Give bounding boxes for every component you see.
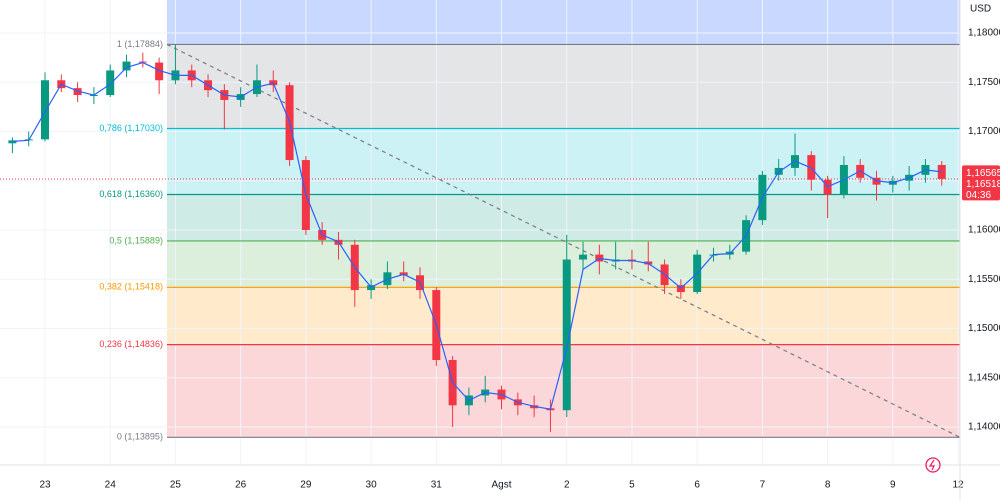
fib-label: 1 (1,17884) [117, 39, 163, 49]
fib-label: 0,236 (1,14836) [99, 339, 163, 349]
x-tick-label: 9 [890, 480, 896, 491]
moving-average [12, 61, 942, 410]
fib-label: 0,786 (1,17030) [99, 123, 163, 133]
y-tick-label: 1,17000 [968, 126, 1000, 137]
fib-label: 0 (1,13895) [117, 432, 163, 442]
x-tick-label: 29 [300, 480, 312, 491]
currency-label: USD [970, 4, 991, 15]
x-tick-label: 25 [170, 480, 182, 491]
candle-body [41, 80, 49, 140]
y-tick-label: 1,15500 [968, 274, 1000, 285]
trendline [166, 43, 961, 438]
y-tick-label: 1,14500 [968, 372, 1000, 383]
fib-band-above [166, 0, 960, 45]
y-tick-label: 1,15000 [968, 323, 1000, 334]
candle-body [106, 70, 115, 96]
x-tick-label: 5 [629, 480, 635, 491]
price-badge-label: 1,16565 [966, 168, 1000, 179]
x-tick-label: 24 [105, 480, 117, 491]
x-tick-label: Agst [492, 480, 512, 491]
y-tick-label: 1,17500 [968, 77, 1000, 88]
candle-body [8, 140, 17, 144]
y-tick-label: 1,16000 [968, 225, 1000, 236]
x-tick-label: 26 [235, 480, 247, 491]
x-tick-label: 23 [39, 480, 51, 491]
price-badge [962, 165, 1000, 201]
candle-body [122, 61, 131, 71]
candle-body [562, 259, 571, 411]
fib-band [166, 194, 960, 241]
x-tick-label: 30 [366, 480, 378, 491]
fib-label: 0,618 (1,16360) [99, 189, 163, 199]
x-tick-label: 31 [431, 480, 443, 491]
icon [928, 459, 935, 471]
fib-label: 0,5 (1,15889) [109, 235, 163, 245]
plot-area: 1 (1,17884) 0,786 (1,17030) 0,618 (1,16360… [0, 0, 961, 465]
candle-body [579, 254, 588, 260]
icon [925, 457, 941, 473]
x-tick-label: 12 [952, 480, 964, 491]
y-tick-label: 1,14000 [968, 422, 1000, 433]
x-tick-label: 2 [564, 480, 570, 491]
x-tick-label: 8 [825, 480, 831, 491]
candle-body [155, 62, 164, 81]
x-tick-label: 7 [760, 480, 766, 491]
candle-body [937, 164, 946, 179]
countdown-label: 04:36 [966, 190, 991, 201]
fib-label: 0,382 (1,15418) [99, 282, 163, 292]
y-tick-label: 1,18000 [968, 28, 1000, 39]
price-badge-label: 1,16518 [966, 179, 1000, 190]
x-tick-label: 6 [694, 480, 700, 491]
